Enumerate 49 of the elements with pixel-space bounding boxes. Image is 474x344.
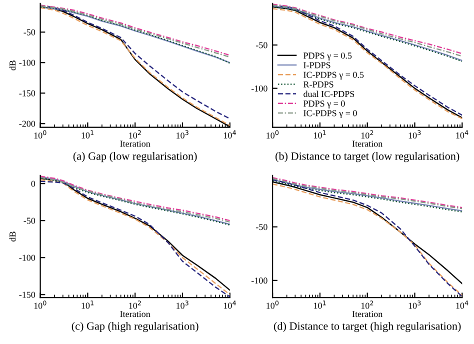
y-tick-label: -100	[251, 85, 268, 92]
text: (c) Gap (high regularisation)	[72, 322, 198, 332]
text: (d) Distance to target (high regularisation)	[274, 322, 461, 332]
x-axis-title: Iteration	[352, 311, 383, 318]
y-tick-label: -150	[19, 90, 36, 96]
x-tick-label: 10$^{1}$	[314, 300, 326, 309]
x-tick-label: 10$^{2}$	[361, 130, 374, 139]
x-tick-label: 10$^{0}$	[266, 130, 279, 139]
x-tick-label: 10$^{0}$	[34, 300, 46, 309]
x-tick-label: 10$^{3}$	[408, 130, 421, 139]
x-axis-title: Iteration	[120, 140, 150, 147]
text: (b) Distance to target (low regularisation)	[276, 152, 460, 162]
y-tick-label: 0	[31, 180, 36, 187]
legend-label: PDPS γ = 0	[304, 100, 345, 108]
x-tick-label: 10$^{3}$	[176, 300, 188, 309]
y-tick-label: -100	[19, 254, 36, 261]
y-tick-label: -200	[19, 120, 36, 127]
legend-label: PDPS γ = 0.5	[304, 52, 352, 61]
x-tick-label: 10$^{4}$	[456, 130, 468, 138]
x-tick-label: 10$^{2}$	[129, 130, 141, 139]
text: (a) Gap (low regularisation)	[73, 152, 197, 162]
y-tick-label: -50	[24, 29, 36, 36]
legend-label: I-PDPS	[304, 62, 330, 68]
legend-label: R-PDPS	[304, 81, 334, 88]
y-tick-label: -50	[256, 224, 268, 230]
x-tick-label: 10$^{1}$	[82, 300, 94, 309]
y-tick-label: -100	[251, 278, 268, 284]
x-tick-label: 10$^{3}$	[176, 130, 188, 139]
x-tick-label: 10$^{4}$	[224, 300, 236, 309]
x-tick-label: 10$^{3}$	[408, 300, 421, 309]
x-tick-label: 10$^{1}$	[82, 130, 94, 138]
x-tick-label: 10$^{4}$	[224, 130, 236, 138]
y-tick-label: -100	[19, 60, 36, 66]
y-axis-title: dB	[9, 60, 16, 70]
legend-label: dual IC-PDPS	[304, 90, 354, 98]
x-tick-label: 10$^{4}$	[456, 300, 468, 309]
y-tick-label: -50	[24, 218, 36, 224]
legend-label: IC-PDPS γ = 0.5	[304, 72, 364, 80]
y-axis-title: dB	[9, 232, 16, 242]
x-tick-label: 10$^{1}$	[314, 130, 326, 138]
y-tick-label: -50	[256, 42, 268, 48]
y-tick-label: -150	[19, 292, 36, 298]
x-tick-label: 10$^{0}$	[266, 300, 279, 309]
x-tick-label: 10$^{2}$	[129, 300, 141, 309]
x-axis-title: Iteration	[120, 311, 150, 318]
x-tick-label: 10$^{0}$	[34, 130, 46, 139]
x-tick-label: 10$^{2}$	[361, 300, 374, 309]
x-axis-title: Iteration	[352, 140, 383, 147]
legend-label: IC-PDPS γ = 0	[304, 110, 357, 118]
